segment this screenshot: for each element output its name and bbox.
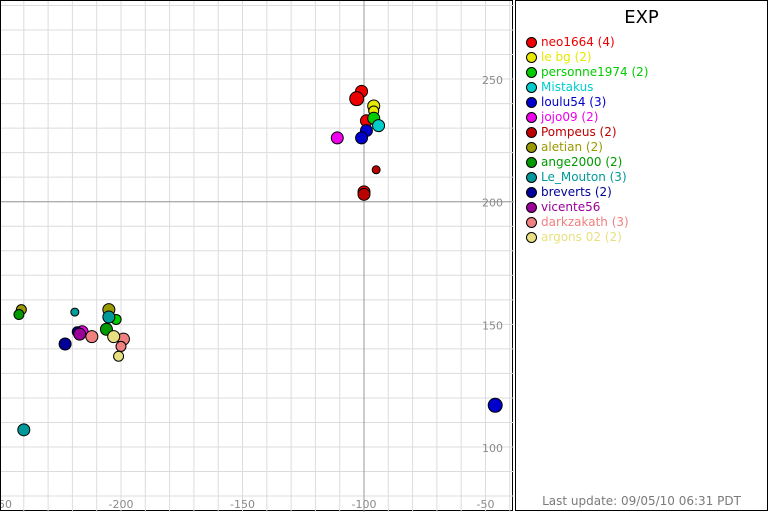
legend-item: personne1974 (2) bbox=[526, 65, 648, 80]
legend-marker bbox=[526, 82, 537, 93]
data-point-vicente56 bbox=[73, 327, 87, 341]
legend-label: personne1974 (2) bbox=[541, 65, 649, 79]
legend-list: neo1664 (4) le bg (2) personne1974 (2) Mist… bbox=[526, 35, 648, 245]
data-point-le_mouton bbox=[17, 423, 31, 437]
legend-marker bbox=[526, 142, 537, 153]
y-tick-label: 250 bbox=[482, 74, 503, 87]
legend-item: loulu54 (3) bbox=[526, 95, 648, 110]
y-tick-label: 200 bbox=[482, 197, 503, 210]
x-tick-label: -250 bbox=[1, 498, 12, 511]
legend-item: ange2000 (2) bbox=[526, 155, 648, 170]
legend-item: Le_Mouton (3) bbox=[526, 170, 648, 185]
data-point-argons-02 bbox=[107, 330, 121, 344]
data-point-darkzakath bbox=[115, 340, 127, 352]
data-point-argons-02 bbox=[113, 350, 125, 362]
data-point-pompeus bbox=[357, 187, 371, 201]
data-point-ange2000 bbox=[13, 309, 25, 321]
data-point-darkzakath bbox=[85, 330, 99, 344]
data-point-breverts bbox=[58, 337, 72, 351]
legend-item: Pompeus (2) bbox=[526, 125, 648, 140]
data-point-le_mouton bbox=[70, 307, 80, 317]
last-update-text: Last update: 09/05/10 06:31 PDT bbox=[542, 494, 741, 508]
legend-label: ange2000 (2) bbox=[541, 155, 623, 169]
chart-title: EXP bbox=[624, 7, 659, 28]
legend-marker bbox=[526, 232, 537, 243]
legend-marker bbox=[526, 187, 537, 198]
data-point-loulu54 bbox=[355, 131, 369, 145]
y-tick-label: 150 bbox=[482, 319, 503, 332]
legend-label: vicente56 bbox=[541, 200, 601, 214]
legend-label: loulu54 (3) bbox=[541, 95, 607, 109]
data-point-jojo09 bbox=[330, 131, 344, 145]
legend-label: Pompeus (2) bbox=[541, 125, 617, 139]
legend-item: argons 02 (2) bbox=[526, 230, 648, 245]
legend-marker bbox=[526, 217, 537, 228]
legend-marker bbox=[526, 97, 537, 108]
x-tick-label: -150 bbox=[230, 498, 255, 511]
data-point-mistakus bbox=[372, 119, 386, 133]
legend-label: neo1664 (4) bbox=[541, 35, 615, 49]
legend-marker bbox=[526, 37, 537, 48]
legend-marker bbox=[526, 112, 537, 123]
legend-marker bbox=[526, 67, 537, 78]
legend-label: aletian (2) bbox=[541, 140, 603, 154]
legend-marker bbox=[526, 202, 537, 213]
data-point-loulu54 bbox=[487, 397, 503, 413]
legend-marker bbox=[526, 52, 537, 63]
legend-label: jojo09 (2) bbox=[541, 110, 599, 124]
legend-label: argons 02 (2) bbox=[541, 230, 622, 244]
legend-label: Mistakus bbox=[541, 80, 594, 94]
data-point-neo1664 bbox=[349, 91, 365, 107]
legend-item: aletian (2) bbox=[526, 140, 648, 155]
scatter-plot: -250 -200 -150 -100 -50 100 150 200 250 bbox=[1, 1, 514, 512]
legend-item: darkzakath (3) bbox=[526, 215, 648, 230]
legend-item: le bg (2) bbox=[526, 50, 648, 65]
data-point-le_mouton bbox=[102, 310, 116, 324]
legend-label: darkzakath (3) bbox=[541, 215, 629, 229]
legend-panel: EXP neo1664 (4) le bg (2) personne1974 (2)… bbox=[515, 0, 768, 511]
x-tick-label: -100 bbox=[352, 498, 377, 511]
legend-item: jojo09 (2) bbox=[526, 110, 648, 125]
legend-item: Mistakus bbox=[526, 80, 648, 95]
plot-area: -250 -200 -150 -100 -50 100 150 200 250 bbox=[0, 0, 514, 512]
legend-label: Le_Mouton (3) bbox=[541, 170, 627, 184]
data-point-pompeus bbox=[371, 165, 381, 175]
legend-item: breverts (2) bbox=[526, 185, 648, 200]
legend-marker bbox=[526, 127, 537, 138]
legend-item: neo1664 (4) bbox=[526, 35, 648, 50]
legend-label: breverts (2) bbox=[541, 185, 612, 199]
legend-marker bbox=[526, 157, 537, 168]
x-tick-label: -200 bbox=[109, 498, 134, 511]
legend-marker bbox=[526, 172, 537, 183]
legend-item: vicente56 bbox=[526, 200, 648, 215]
legend-label: le bg (2) bbox=[541, 50, 592, 64]
x-tick-label: -50 bbox=[477, 498, 495, 511]
y-tick-label: 100 bbox=[482, 442, 503, 455]
